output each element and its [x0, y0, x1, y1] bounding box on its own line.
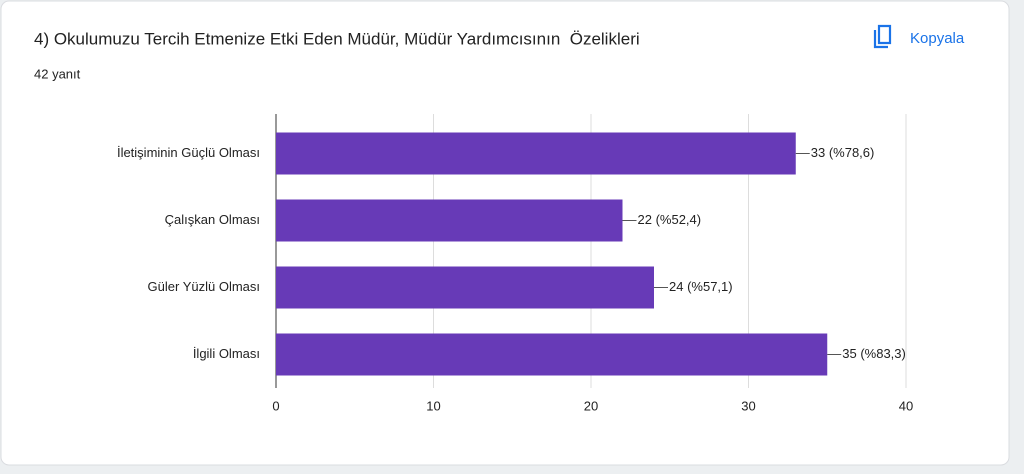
bar [276, 132, 796, 175]
value-label: 35 (%83,3) [842, 346, 906, 361]
value-label: 22 (%52,4) [638, 212, 702, 227]
x-tick-label: 0 [272, 398, 279, 413]
y-tick-label: İletişiminin Güçlü Olması [117, 145, 260, 160]
copy-label[interactable]: Kopyala [910, 30, 965, 47]
chart-subtitle: 42 yanıt [34, 66, 81, 81]
y-tick-label: Güler Yüzlü Olması [148, 279, 260, 294]
bar [276, 333, 828, 376]
y-tick-label: Çalışkan Olması [165, 212, 260, 227]
copy-button[interactable]: Kopyala [866, 22, 992, 54]
x-tick-label: 20 [584, 398, 598, 413]
x-tick-label: 10 [426, 398, 440, 413]
value-label: 24 (%57,1) [669, 279, 733, 294]
y-tick-label: İlgili Olması [193, 346, 260, 361]
bar [276, 199, 623, 242]
x-tick-label: 30 [741, 398, 755, 413]
copy-icon[interactable] [873, 24, 892, 49]
value-label: 33 (%78,6) [811, 145, 875, 160]
chart-title: 4) Okulumuzu Tercih Etmenize Etki Eden M… [34, 29, 640, 48]
x-tick-label: 40 [899, 398, 913, 413]
bar [276, 266, 654, 309]
